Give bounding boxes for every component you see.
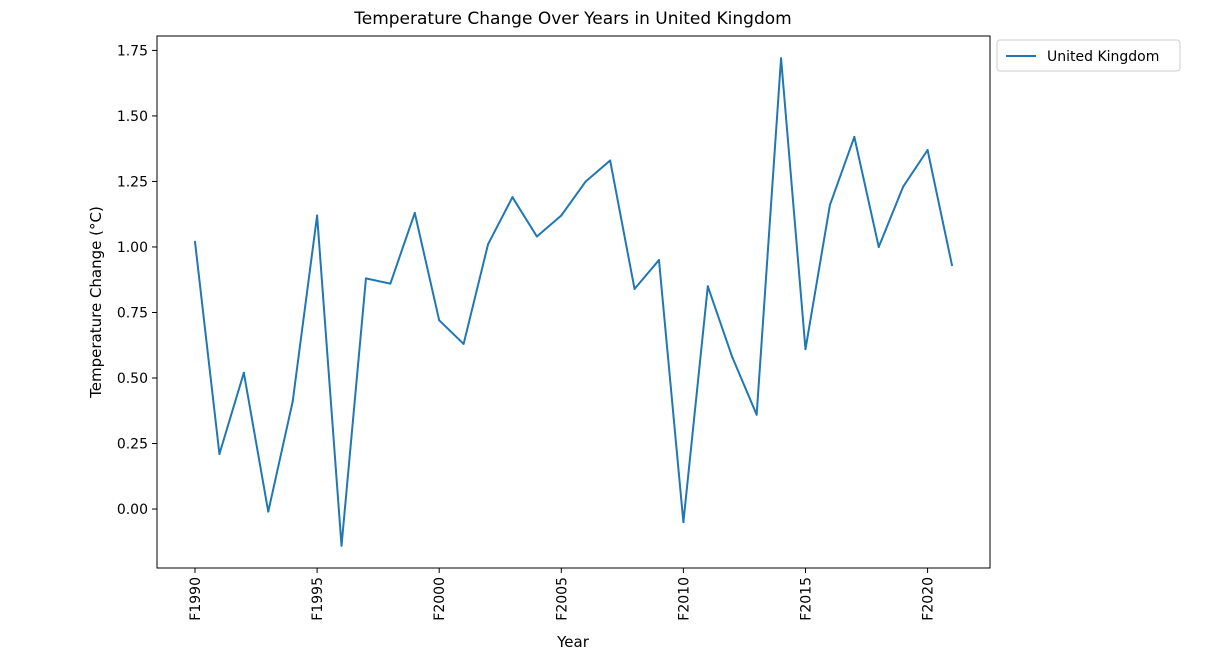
data-point	[194, 240, 196, 243]
x-tick-label: F2015	[798, 577, 814, 621]
data-point	[511, 196, 514, 199]
data-point	[560, 214, 563, 217]
data-point	[609, 159, 612, 162]
y-tick-label: 1.75	[117, 43, 148, 59]
data-point	[804, 348, 807, 351]
series-layer	[194, 57, 953, 547]
data-point	[316, 214, 319, 217]
data-point	[853, 135, 856, 138]
data-point	[633, 287, 636, 290]
x-tick-label: F2010	[676, 577, 692, 621]
x-tick-label: F2000	[432, 577, 448, 621]
data-point	[462, 342, 465, 345]
data-point	[487, 243, 490, 246]
data-point	[780, 57, 783, 60]
data-point	[364, 277, 367, 280]
data-point	[218, 453, 221, 455]
data-point	[926, 149, 929, 151]
y-axis: 0.00 0.25 0.50 0.75 1.00 1.25 1.50 1.75	[117, 43, 157, 518]
data-point	[951, 264, 953, 267]
plot-area	[156, 35, 991, 569]
series-line-united-kingdom	[194, 57, 953, 547]
y-tick-label: 1.00	[117, 240, 148, 256]
x-axis-title: Year	[556, 633, 590, 651]
data-point	[706, 285, 709, 288]
y-axis-title: Temperature Change (°C)	[87, 206, 105, 399]
data-point	[267, 510, 270, 513]
data-point	[828, 204, 831, 207]
x-tick-label: F2005	[554, 577, 570, 621]
legend: United Kingdom	[996, 39, 1181, 72]
x-axis: F1990 F1995 F2000 F2005 F2010 F2015 F2020	[188, 568, 937, 621]
y-tick-label: 1.25	[117, 174, 148, 190]
y-tick-label: 0.50	[117, 371, 148, 387]
data-point	[291, 400, 294, 403]
y-tick-label: 0.00	[117, 502, 148, 518]
data-point	[877, 245, 880, 248]
data-point	[755, 413, 758, 416]
data-point	[242, 371, 245, 374]
legend-box	[996, 39, 1181, 72]
data-point	[389, 282, 392, 285]
x-tick-label: F1990	[188, 577, 204, 621]
y-tick-label: 0.25	[117, 437, 148, 453]
y-tick-label: 1.50	[117, 109, 148, 125]
data-point	[682, 521, 685, 524]
y-tick-label: 0.75	[117, 305, 148, 321]
data-point	[731, 356, 734, 359]
data-point	[657, 259, 660, 262]
data-point	[438, 319, 441, 322]
x-tick-label: F2020	[921, 577, 937, 621]
data-point	[535, 235, 538, 238]
data-point	[413, 211, 416, 214]
data-point	[584, 180, 587, 183]
x-tick-label: F1995	[310, 577, 326, 621]
data-point	[340, 544, 343, 547]
data-point	[902, 185, 905, 188]
legend-label-united-kingdom: United Kingdom	[1047, 49, 1159, 65]
chart-title: Temperature Change Over Years in United …	[353, 9, 791, 29]
